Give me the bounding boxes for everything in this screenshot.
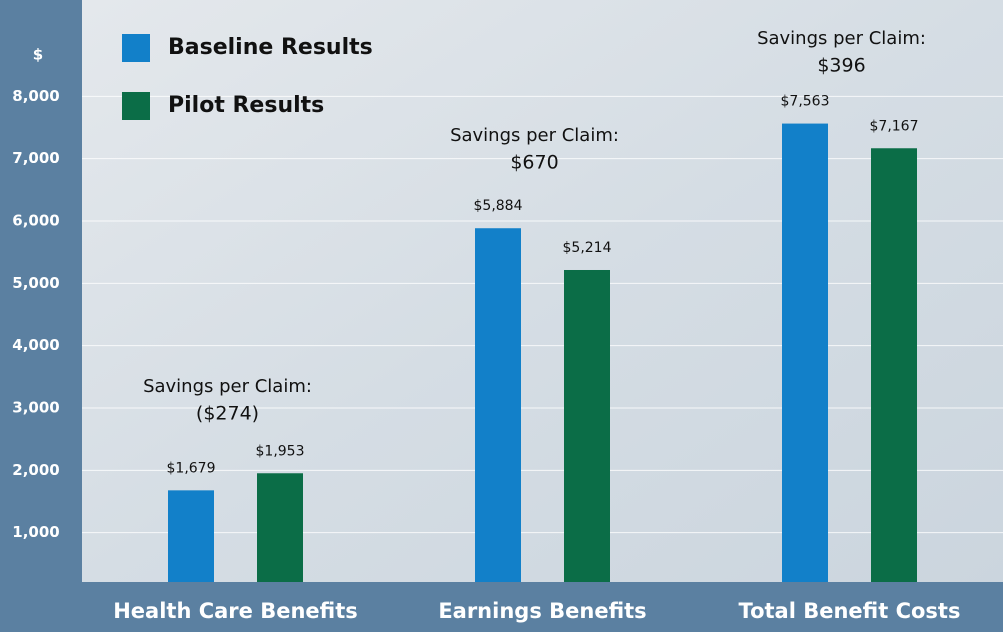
y-axis-label: $ — [33, 46, 43, 64]
chart: $ 1,000 2,000 3,000 4,000 5,000 6,000 7,000 8,0… — [0, 0, 1003, 632]
bar — [871, 148, 917, 582]
x-tick-label: Health Care Benefits — [113, 599, 358, 623]
x-tick-label: Earnings Benefits — [438, 599, 646, 623]
bar — [257, 473, 303, 582]
bar — [475, 228, 521, 582]
legend-swatch — [122, 34, 150, 62]
y-tick-label: 2,000 — [12, 461, 59, 479]
y-tick-label: 5,000 — [12, 274, 59, 292]
value-label: $5,214 — [563, 240, 612, 256]
y-tick-label: 7,000 — [12, 149, 59, 167]
annotation-amount: ($274) — [196, 403, 259, 425]
bar — [782, 124, 828, 582]
value-label: $7,167 — [870, 118, 919, 134]
annotation: Savings per Claim: — [757, 28, 926, 49]
annotation: Savings per Claim: — [450, 125, 619, 146]
value-label: $7,563 — [781, 94, 830, 110]
value-label: $5,884 — [474, 198, 523, 214]
y-tick-label: 4,000 — [12, 336, 59, 354]
y-tick-label: 8,000 — [12, 87, 59, 105]
value-label: $1,953 — [256, 443, 305, 459]
value-label: $1,679 — [167, 460, 216, 476]
legend-swatch — [122, 92, 150, 120]
bar — [564, 270, 610, 582]
annotation-amount: $670 — [510, 152, 558, 174]
x-tick-label: Total Benefit Costs — [739, 599, 961, 623]
bar — [168, 490, 214, 582]
annotation-amount: $396 — [817, 55, 865, 77]
annotation: Savings per Claim: — [143, 376, 312, 397]
legend-label: Pilot Results — [168, 93, 324, 118]
y-tick-label: 3,000 — [12, 399, 59, 417]
y-tick-label: 1,000 — [12, 523, 59, 541]
plot-area — [82, 0, 1003, 582]
legend-label: Baseline Results — [168, 35, 373, 60]
y-tick-label: 6,000 — [12, 212, 59, 230]
